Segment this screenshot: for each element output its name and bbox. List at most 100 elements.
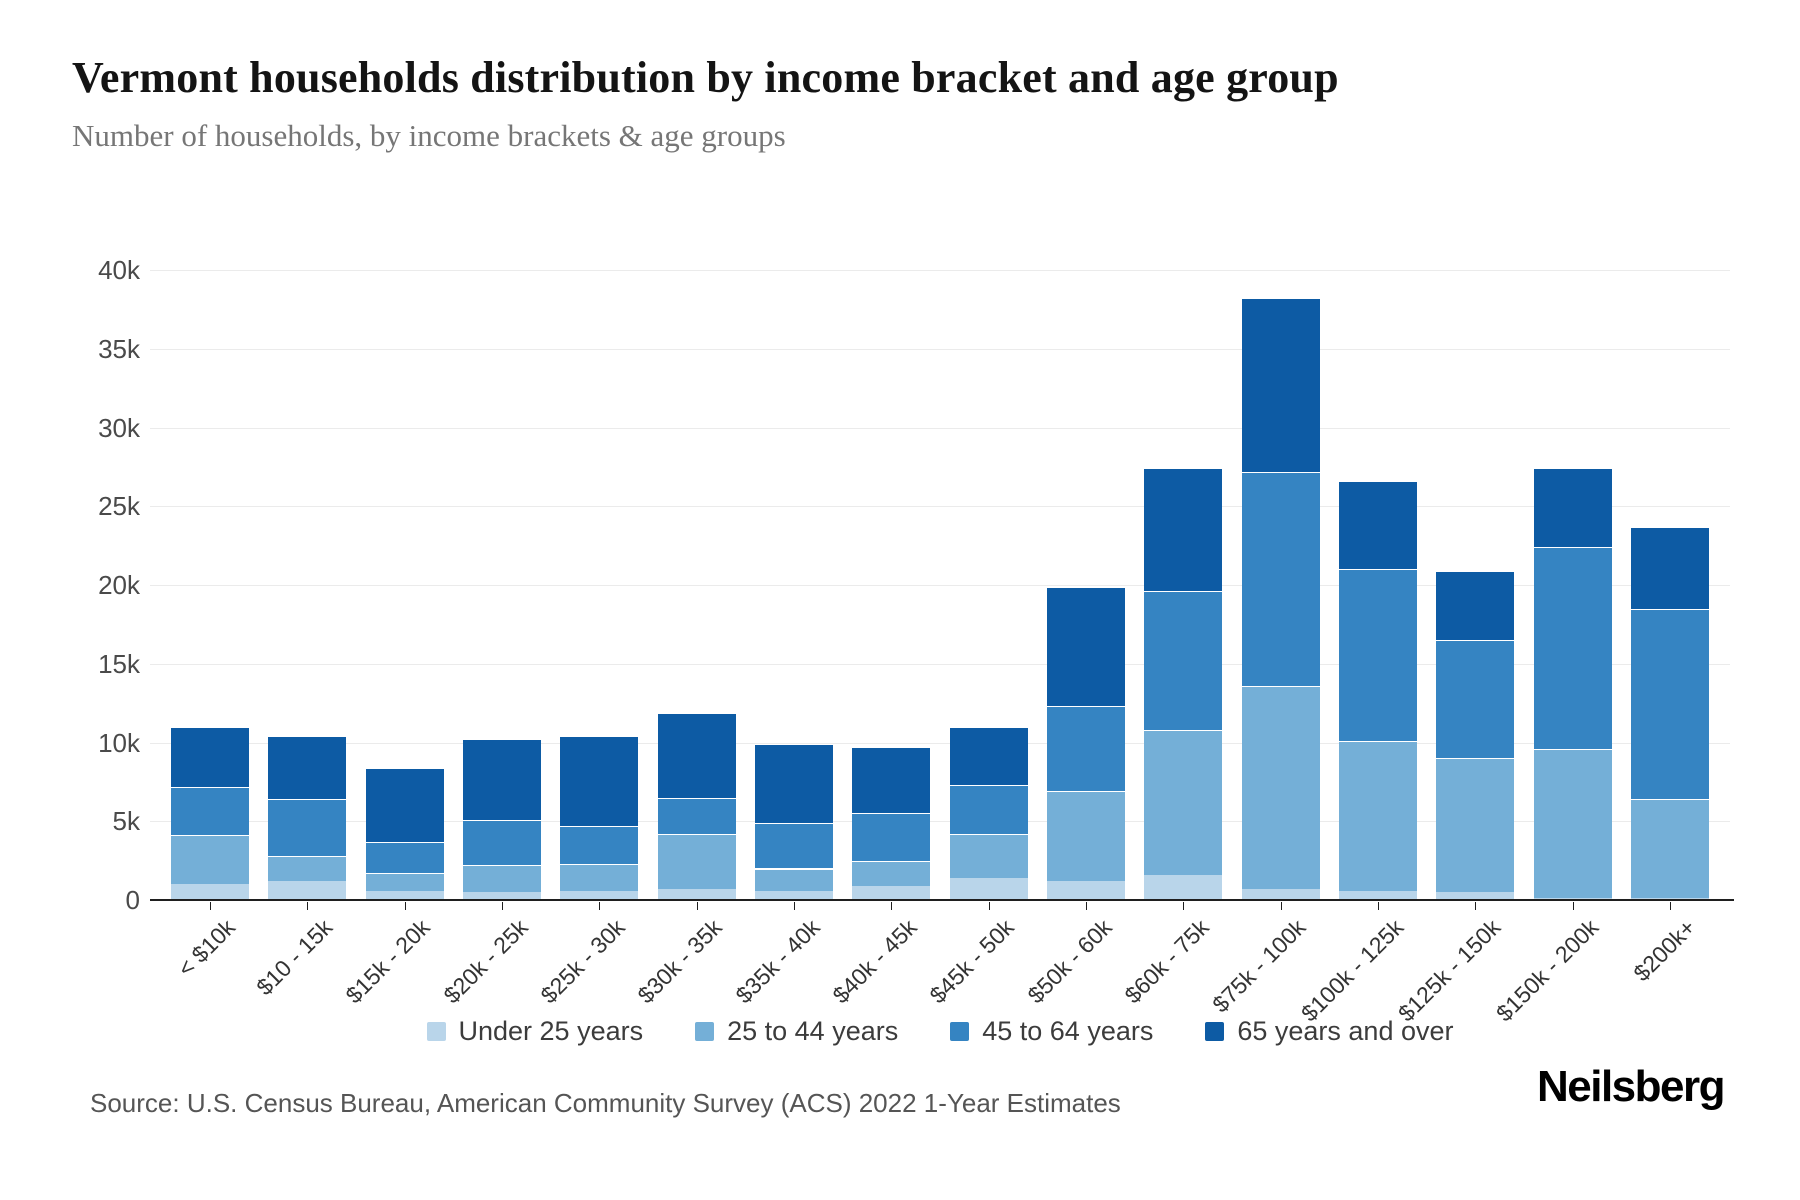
x-axis-label-40k-45k: $40k - 45k bbox=[827, 914, 922, 1009]
x-axis-label-200k: $200k+ bbox=[1628, 914, 1701, 987]
bar-segment-60k-75k-under-25-years[interactable] bbox=[1144, 874, 1223, 900]
x-axis-label-125k-150k: $125k - 150k bbox=[1393, 914, 1506, 1027]
bar-segment-25k-30k-45-to-64-years[interactable] bbox=[560, 825, 639, 864]
bar-segment-30k-35k-65-years-and-over[interactable] bbox=[657, 712, 736, 798]
y-axis-tick-label: 25k bbox=[98, 491, 140, 522]
x-axis-tick bbox=[1183, 902, 1185, 910]
bar-segment-30k-35k-under-25-years[interactable] bbox=[657, 888, 736, 900]
legend-item-45-to-64[interactable]: 45 to 64 years bbox=[950, 1016, 1153, 1047]
chart-subtitle: Number of households, by income brackets… bbox=[72, 118, 786, 153]
bar-segment-200k-65-years-and-over[interactable] bbox=[1630, 526, 1709, 609]
bar-segment-15k-20k-65-years-and-over[interactable] bbox=[365, 767, 444, 842]
bar-segment-50k-60k-45-to-64-years[interactable] bbox=[1046, 706, 1125, 792]
bar-segment-40k-45k-45-to-64-years[interactable] bbox=[852, 813, 931, 861]
bar-segment-35k-40k-25-to-44-years[interactable] bbox=[754, 868, 833, 891]
legend-swatch-25-to-44 bbox=[695, 1022, 715, 1041]
bar-segment-125k-150k-65-years-and-over[interactable] bbox=[1436, 570, 1515, 641]
bar-segment-100k-125k-45-to-64-years[interactable] bbox=[1338, 569, 1417, 741]
legend-item-25-to-44[interactable]: 25 to 44 years bbox=[695, 1016, 898, 1047]
bar-segment-100k-125k-65-years-and-over[interactable] bbox=[1338, 481, 1417, 570]
x-axis-label-75k-100k: $75k - 100k bbox=[1207, 914, 1312, 1018]
bar-segment-60k-75k-45-to-64-years[interactable] bbox=[1144, 591, 1223, 730]
bar-segment-10-15k-under-25-years[interactable] bbox=[268, 881, 347, 900]
bar-segment-125k-150k-45-to-64-years[interactable] bbox=[1436, 640, 1515, 759]
x-axis-tick bbox=[1669, 902, 1671, 910]
legend-swatch-65-and-over bbox=[1205, 1022, 1225, 1041]
bar-segment-10k-25-to-44-years[interactable] bbox=[171, 835, 249, 885]
bar-segment-20k-25k-45-to-64-years[interactable] bbox=[462, 819, 541, 866]
bar-segment-10k-under-25-years[interactable] bbox=[171, 884, 249, 900]
y-axis-tick-label: 5k bbox=[112, 806, 140, 837]
x-axis-tick bbox=[501, 902, 503, 910]
chart-legend: Under 25 years 25 to 44 years 45 to 64 y… bbox=[150, 1016, 1730, 1047]
bar-segment-35k-40k-under-25-years[interactable] bbox=[754, 890, 833, 900]
bar-segment-20k-25k-65-years-and-over[interactable] bbox=[462, 739, 541, 820]
legend-item-under-25[interactable]: Under 25 years bbox=[426, 1016, 643, 1047]
bar-segment-25k-30k-25-to-44-years[interactable] bbox=[560, 863, 639, 891]
gridline-15k bbox=[150, 663, 1730, 665]
bar-segment-10-15k-25-to-44-years[interactable] bbox=[268, 855, 347, 882]
chart-title: Vermont households distribution by incom… bbox=[72, 53, 1339, 102]
x-axis-tick bbox=[599, 902, 601, 910]
bar-segment-30k-35k-25-to-44-years[interactable] bbox=[657, 833, 736, 889]
bar-segment-150k-200k-25-to-44-years[interactable] bbox=[1533, 748, 1612, 899]
bar-segment-10k-45-to-64-years[interactable] bbox=[171, 786, 249, 836]
x-axis-label-15k-20k: $15k - 20k bbox=[340, 914, 436, 1009]
bar-segment-50k-60k-25-to-44-years[interactable] bbox=[1046, 791, 1125, 882]
bar-segment-150k-200k-65-years-and-over[interactable] bbox=[1533, 468, 1612, 548]
bar-segment-10k-65-years-and-over[interactable] bbox=[171, 726, 249, 787]
bar-segment-20k-25k-under-25-years[interactable] bbox=[462, 892, 541, 900]
x-axis-label-50k-60k: $50k - 60k bbox=[1022, 914, 1117, 1009]
bar-segment-40k-45k-25-to-44-years[interactable] bbox=[852, 860, 931, 886]
legend-swatch-45-to-64 bbox=[950, 1022, 970, 1041]
bar-segment-60k-75k-25-to-44-years[interactable] bbox=[1144, 729, 1223, 875]
y-axis-tick-label: 40k bbox=[98, 255, 140, 285]
bar-segment-10-15k-65-years-and-over[interactable] bbox=[268, 736, 347, 800]
x-axis-label-30k-35k: $30k - 35k bbox=[632, 914, 728, 1009]
gridline-20k bbox=[150, 585, 1730, 586]
bar-segment-75k-100k-65-years-and-over[interactable] bbox=[1241, 298, 1320, 472]
y-axis-tick-label: 15k bbox=[98, 648, 140, 679]
gridline-10k bbox=[150, 742, 1730, 744]
bar-segment-50k-60k-65-years-and-over[interactable] bbox=[1046, 586, 1125, 707]
bar-segment-150k-200k-45-to-64-years[interactable] bbox=[1533, 547, 1612, 749]
legend-item-65-and-over[interactable]: 65 years and over bbox=[1205, 1016, 1454, 1047]
bar-segment-25k-30k-65-years-and-over[interactable] bbox=[560, 736, 639, 826]
bar-segment-40k-45k-65-years-and-over[interactable] bbox=[852, 747, 931, 814]
bar-segment-15k-20k-45-to-64-years[interactable] bbox=[365, 841, 444, 874]
bar-segment-45k-50k-65-years-and-over[interactable] bbox=[949, 726, 1028, 786]
bar-segment-50k-60k-under-25-years[interactable] bbox=[1046, 881, 1125, 900]
gridline-5k bbox=[150, 821, 1730, 823]
bar-segment-25k-30k-under-25-years[interactable] bbox=[560, 890, 639, 900]
x-axis-label-25k-30k: $25k - 30k bbox=[535, 914, 630, 1009]
bar-segment-45k-50k-45-to-64-years[interactable] bbox=[949, 785, 1028, 834]
bar-segment-45k-50k-25-to-44-years[interactable] bbox=[949, 833, 1028, 878]
bar-segment-15k-20k-25-to-44-years[interactable] bbox=[365, 873, 444, 891]
x-axis-label-10k: < $10k bbox=[172, 914, 241, 982]
bar-segment-45k-50k-under-25-years[interactable] bbox=[949, 877, 1028, 900]
bar-segment-75k-100k-25-to-44-years[interactable] bbox=[1241, 685, 1320, 889]
bar-segment-100k-125k-25-to-44-years[interactable] bbox=[1338, 740, 1417, 891]
gridline-30k bbox=[150, 427, 1730, 429]
y-axis-tick-label: 0 bbox=[125, 885, 140, 915]
bar-segment-125k-150k-under-25-years[interactable] bbox=[1436, 892, 1515, 900]
bar-segment-35k-40k-45-to-64-years[interactable] bbox=[754, 822, 833, 869]
bar-segment-30k-35k-45-to-64-years[interactable] bbox=[657, 797, 736, 834]
bar-segment-40k-45k-under-25-years[interactable] bbox=[852, 885, 931, 900]
bar-segment-10-15k-45-to-64-years[interactable] bbox=[268, 799, 347, 856]
bar-segment-100k-125k-under-25-years[interactable] bbox=[1338, 890, 1417, 900]
bar-segment-200k-25-to-44-years[interactable] bbox=[1630, 799, 1709, 899]
bar-segment-75k-100k-45-to-64-years[interactable] bbox=[1241, 471, 1320, 686]
bar-segment-60k-75k-65-years-and-over[interactable] bbox=[1144, 468, 1223, 592]
bar-segment-35k-40k-65-years-and-over[interactable] bbox=[754, 744, 833, 823]
x-axis-label-35k-40k: $35k - 40k bbox=[730, 914, 825, 1009]
bar-segment-15k-20k-under-25-years[interactable] bbox=[365, 890, 444, 900]
x-axis-tick bbox=[1572, 902, 1574, 910]
bar-segment-125k-150k-25-to-44-years[interactable] bbox=[1436, 758, 1515, 893]
bar-segment-200k-45-to-64-years[interactable] bbox=[1630, 608, 1709, 800]
x-axis-tick bbox=[793, 902, 795, 910]
bar-segment-20k-25k-25-to-44-years[interactable] bbox=[462, 865, 541, 893]
bar-segment-75k-100k-under-25-years[interactable] bbox=[1241, 888, 1320, 900]
